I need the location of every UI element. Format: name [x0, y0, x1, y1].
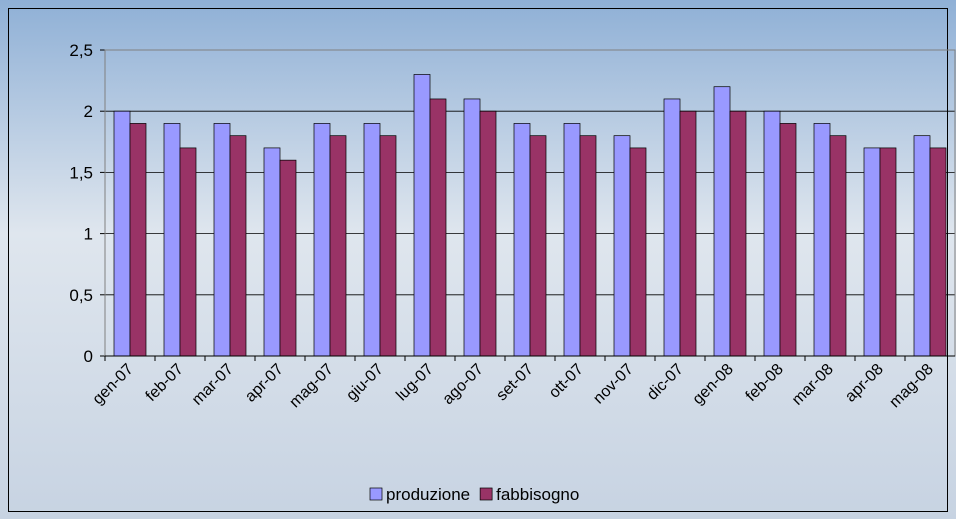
- bar: [363, 123, 381, 357]
- bar: [563, 123, 581, 357]
- bar: [413, 74, 431, 357]
- bar: [863, 147, 881, 357]
- bar: [713, 86, 731, 357]
- legend-label: fabbisogno: [496, 485, 579, 504]
- bar: [829, 135, 847, 357]
- bar: [179, 147, 197, 357]
- legend-label: produzione: [386, 485, 470, 504]
- bar: [779, 123, 797, 357]
- bar: [279, 159, 297, 357]
- y-tick-label: 2: [84, 102, 93, 121]
- bar: [929, 147, 947, 357]
- bar: [729, 110, 747, 357]
- chart-frame: [8, 8, 948, 512]
- y-tick-label: 1: [84, 225, 93, 244]
- y-tick-label: 0,5: [69, 286, 93, 305]
- bar: [313, 123, 331, 357]
- legend-swatch: [479, 487, 493, 501]
- bar: [263, 147, 281, 357]
- bar: [513, 123, 531, 357]
- bar: [163, 123, 181, 357]
- bar: [579, 135, 597, 357]
- y-tick-label: 0: [84, 347, 93, 366]
- bar: [113, 110, 131, 357]
- bar: [913, 135, 931, 357]
- bar: [479, 110, 497, 357]
- bar: [213, 123, 231, 357]
- bar: [379, 135, 397, 357]
- bar: [129, 123, 147, 357]
- bar: [463, 98, 481, 357]
- legend-swatch: [369, 487, 383, 501]
- bar: [679, 110, 697, 357]
- bar: [813, 123, 831, 357]
- bar: [329, 135, 347, 357]
- bar: [663, 98, 681, 357]
- bar: [529, 135, 547, 357]
- y-tick-label: 2,5: [69, 41, 93, 60]
- bar: [763, 110, 781, 357]
- bar: [613, 135, 631, 357]
- bar: [879, 147, 897, 357]
- y-tick-label: 1,5: [69, 163, 93, 182]
- bar: [229, 135, 247, 357]
- bar: [429, 98, 447, 357]
- bar: [629, 147, 647, 357]
